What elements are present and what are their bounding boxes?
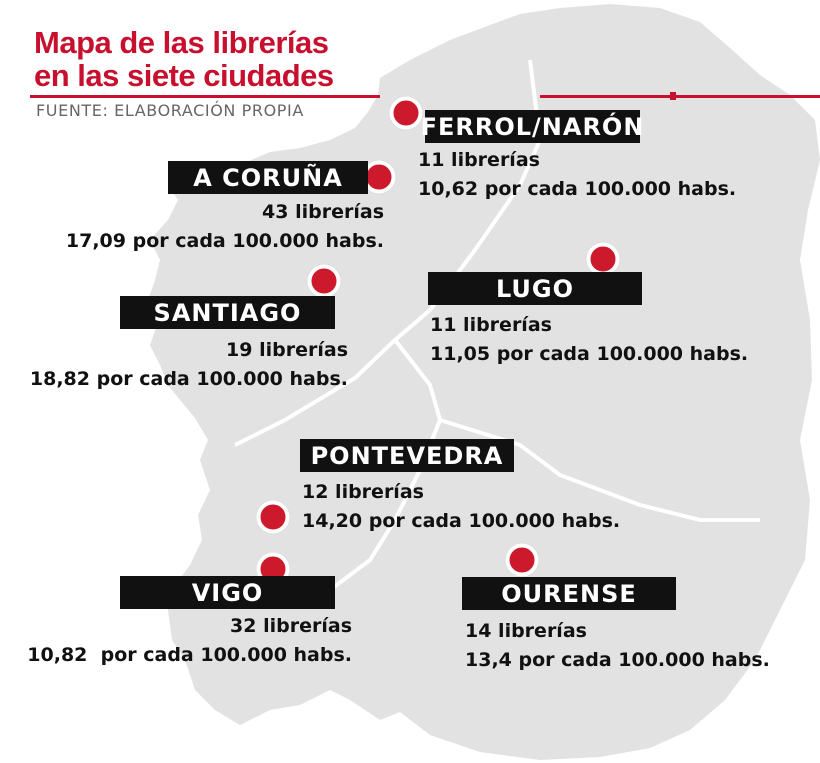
city-stats-santiago: 19 librerías 18,82 por cada 100.000 habs… xyxy=(30,336,348,394)
province-border-north xyxy=(234,59,543,447)
marker-coruna[interactable] xyxy=(362,160,396,194)
marker-pontevedra[interactable] xyxy=(256,500,290,534)
marker-lugo[interactable] xyxy=(586,242,620,276)
city-count-coruna: 43 librerías xyxy=(262,201,384,223)
map-title-line-2: en las siete ciudades xyxy=(34,58,334,93)
city-stats-ourense: 14 librerías 13,4 por cada 100.000 habs. xyxy=(465,617,770,675)
city-label-santiago: SANTIAGO xyxy=(120,296,335,329)
city-stats-vigo: 32 librerías 10,82 por cada 100.000 habs… xyxy=(27,612,352,670)
city-stats-ferrol: 11 librerías 10,62 por cada 100.000 habs… xyxy=(418,146,736,204)
city-stats-pontevedra: 12 librerías 14,20 por cada 100.000 habs… xyxy=(302,478,620,536)
city-ratio-pontevedra: 14,20 por cada 100.000 habs. xyxy=(302,510,621,532)
city-stats-coruna: 43 librerías 17,09 por cada 100.000 habs… xyxy=(66,198,384,256)
marker-santiago[interactable] xyxy=(307,264,341,298)
city-ratio-vigo: 10,82 por cada 100.000 habs. xyxy=(27,644,352,666)
city-ratio-lugo: 11,05 por cada 100.000 habs. xyxy=(430,343,749,365)
map-title: Mapa de las librerías en las siete ciuda… xyxy=(34,26,334,92)
city-ratio-ferrol: 10,62 por cada 100.000 habs. xyxy=(418,178,737,200)
city-ratio-coruna: 17,09 por cada 100.000 habs. xyxy=(65,230,384,252)
city-count-ferrol: 11 librerías xyxy=(418,149,540,171)
city-label-lugo: LUGO xyxy=(428,272,642,305)
map-title-line-1: Mapa de las librerías xyxy=(34,25,329,60)
city-label-ferrol: FERROL/NARÓN xyxy=(421,110,643,143)
title-rule-right xyxy=(540,95,820,98)
city-count-santiago: 19 librerías xyxy=(226,339,348,361)
city-ratio-ourense: 13,4 por cada 100.000 habs. xyxy=(465,649,770,671)
city-label-vigo: VIGO xyxy=(120,576,335,609)
city-label-ourense: OURENSE xyxy=(462,577,676,610)
city-count-pontevedra: 12 librerías xyxy=(302,481,424,503)
city-label-coruna: A CORUÑA xyxy=(168,161,368,194)
title-rule xyxy=(30,95,380,98)
city-count-lugo: 11 librerías xyxy=(430,314,552,336)
city-count-vigo: 32 librerías xyxy=(230,615,352,637)
marker-ourense[interactable] xyxy=(505,543,539,577)
source-note: FUENTE: ELABORACIÓN PROPIA xyxy=(36,101,304,120)
city-label-pontevedra: PONTEVEDRA xyxy=(300,439,514,472)
city-ratio-santiago: 18,82 por cada 100.000 habs. xyxy=(29,368,348,390)
city-stats-lugo: 11 librerías 11,05 por cada 100.000 habs… xyxy=(430,311,748,369)
title-rule-mark xyxy=(670,92,676,100)
province-border-east xyxy=(289,338,443,602)
marker-ferrol[interactable] xyxy=(389,96,423,130)
coast-notch xyxy=(120,460,200,520)
city-count-ourense: 14 librerías xyxy=(465,620,587,642)
